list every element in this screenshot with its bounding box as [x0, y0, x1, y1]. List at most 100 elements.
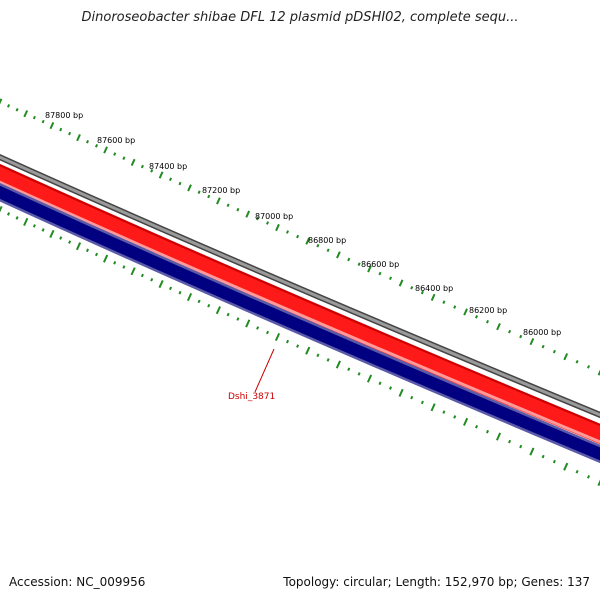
backbone-track-highlight — [0, 155, 600, 417]
outer-tick-4 — [32, 115, 36, 120]
outer-tick-41 — [388, 276, 393, 281]
outer-tick-39 — [367, 265, 372, 273]
ruler-label-3: 87200 bp — [202, 186, 240, 195]
outer-tick-29 — [265, 221, 270, 225]
inner-tick-9 — [75, 242, 82, 251]
sequence-summary: Topology: circular; Length: 152,970 bp; … — [283, 575, 590, 589]
outer-tick-49 — [474, 315, 479, 319]
outer-tick-22 — [197, 190, 201, 194]
inner-tick-14 — [122, 265, 126, 269]
outer-tick-5 — [41, 119, 45, 124]
inner-tick-36 — [335, 360, 341, 369]
outer-tick-31 — [285, 230, 290, 234]
inner-tick-45 — [430, 403, 436, 412]
inner-tick-39 — [366, 374, 373, 383]
inner-tick-7 — [59, 236, 63, 240]
outer-tick-51 — [496, 323, 501, 331]
inner-tick-12 — [103, 254, 109, 263]
outer-tick-28 — [256, 216, 260, 221]
outer-tick-23 — [207, 194, 211, 199]
outer-tick-44 — [420, 290, 424, 295]
inner-tick-3 — [23, 217, 29, 226]
outer-tick-56 — [552, 349, 556, 354]
outer-tick-35 — [326, 248, 330, 253]
inner-tick-28 — [256, 326, 260, 330]
inner-tick-25 — [226, 312, 230, 317]
inner-tick-30 — [274, 332, 281, 342]
outer-tick-6 — [49, 121, 55, 130]
outer-tick-0 — [0, 98, 3, 105]
inner-tick-10 — [85, 248, 90, 253]
gene-label-dshi-3871[interactable]: Dshi_3871 — [228, 392, 275, 402]
outer-tick-59 — [587, 365, 591, 369]
outer-tick-57 — [563, 353, 569, 361]
outer-tick-32 — [296, 234, 300, 239]
outer-tick-36 — [336, 251, 341, 259]
inner-tick-55 — [541, 454, 545, 459]
outer-tick-7 — [59, 127, 63, 132]
outer-tick-19 — [168, 177, 173, 182]
inner-tick-2 — [15, 216, 19, 220]
forward-strand-track[interactable] — [0, 163, 600, 445]
outer-tick-14 — [122, 156, 126, 160]
inner-tick-22 — [197, 299, 201, 304]
inner-tick-26 — [236, 317, 240, 321]
outer-tick-2 — [15, 107, 19, 112]
inner-tick-21 — [186, 292, 193, 302]
accession-label: Accession: NC_009956 — [9, 575, 146, 589]
inner-tick-23 — [207, 303, 211, 308]
inner-tick-11 — [94, 252, 99, 257]
outer-tick-26 — [236, 207, 240, 212]
outer-tick-marks — [0, 98, 600, 376]
reverse-strand-track-core — [0, 185, 600, 461]
inner-tick-17 — [150, 277, 154, 282]
inner-tick-56 — [552, 459, 556, 464]
inner-tick-5 — [41, 228, 45, 232]
inner-tick-53 — [519, 444, 523, 449]
outer-tick-60 — [597, 369, 600, 376]
inner-tick-4 — [32, 224, 36, 228]
outer-tick-33 — [305, 237, 311, 245]
outer-tick-3 — [23, 110, 29, 118]
inner-tick-51 — [495, 432, 502, 441]
outer-tick-50 — [485, 319, 490, 324]
outer-tick-15 — [130, 158, 136, 166]
outer-tick-24 — [216, 197, 221, 205]
outer-tick-38 — [357, 262, 361, 266]
inner-tick-1 — [6, 212, 11, 216]
outer-tick-54 — [529, 337, 535, 346]
outer-tick-46 — [442, 300, 446, 304]
inner-tick-49 — [474, 424, 479, 429]
inner-tick-32 — [296, 344, 300, 348]
inner-tick-42 — [398, 388, 404, 397]
outer-tick-12 — [103, 146, 108, 154]
inner-tick-6 — [49, 229, 55, 239]
outer-tick-48 — [463, 308, 468, 316]
outer-tick-37 — [347, 257, 351, 262]
inner-tick-40 — [378, 381, 382, 386]
inner-tick-16 — [140, 273, 144, 278]
inner-tick-60 — [597, 479, 600, 487]
inner-tick-43 — [410, 395, 414, 400]
outer-tick-21 — [187, 184, 192, 192]
outer-tick-55 — [541, 344, 545, 349]
forward-strand-track-shade — [0, 164, 600, 426]
inner-tick-19 — [168, 286, 173, 291]
ruler-label-4: 87000 bp — [255, 212, 293, 221]
inner-tick-48 — [463, 417, 469, 426]
ruler-label-2: 87400 bp — [149, 162, 187, 171]
inner-tick-34 — [316, 353, 320, 358]
outer-tick-8 — [68, 131, 72, 136]
outer-tick-53 — [519, 334, 523, 339]
gene-leader-line — [254, 348, 275, 393]
outer-tick-20 — [178, 181, 182, 186]
inner-tick-15 — [130, 267, 136, 276]
inner-tick-0 — [0, 205, 3, 213]
outer-tick-34 — [316, 243, 320, 248]
inner-tick-35 — [326, 358, 330, 362]
outer-tick-42 — [398, 279, 404, 287]
inner-tick-8 — [68, 240, 72, 244]
ruler-label-8: 86200 bp — [469, 306, 507, 315]
ruler-label-6: 86600 bp — [361, 260, 399, 269]
